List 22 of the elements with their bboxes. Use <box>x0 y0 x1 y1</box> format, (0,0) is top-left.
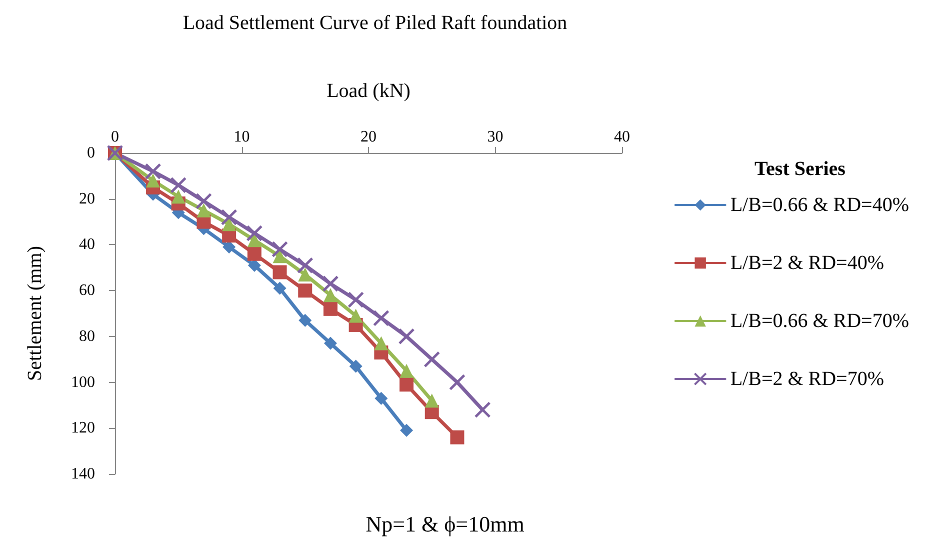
y-tick-label: 100 <box>71 374 95 391</box>
legend-label: L/B=2 & RD=70% <box>730 368 884 390</box>
x-tick-label: 20 <box>360 128 376 146</box>
y-tick-label: 0 <box>87 144 95 162</box>
y-tick-label: 60 <box>79 282 95 300</box>
y-tick-label: 20 <box>79 190 95 208</box>
y-tick-label: 140 <box>71 466 95 482</box>
x-tick-label: 30 <box>487 128 504 146</box>
y-axis-title: Settlement (mm) <box>24 246 46 381</box>
x-tick-label: 10 <box>234 128 250 146</box>
x-axis-title: Load (kN) <box>326 80 410 102</box>
legend-title: Test Series <box>754 158 846 180</box>
text: Np=1 & ϕ=10mm <box>366 512 524 536</box>
legend-label: L/B=2 & RD=40% <box>730 252 884 274</box>
x-tick-label: 0 <box>111 128 119 146</box>
y-tick-label: 40 <box>79 236 95 254</box>
legend-label: L/B=0.66 & RD=70% <box>730 310 909 332</box>
chart-title: Load Settlement Curve of Piled Raft foundation <box>182 12 568 34</box>
y-tick-label: 80 <box>79 328 95 345</box>
legend-label: L/B=0.66 & RD=40% <box>730 194 909 216</box>
y-tick-label: 120 <box>71 420 95 437</box>
x-tick-label: 40 <box>614 128 630 146</box>
